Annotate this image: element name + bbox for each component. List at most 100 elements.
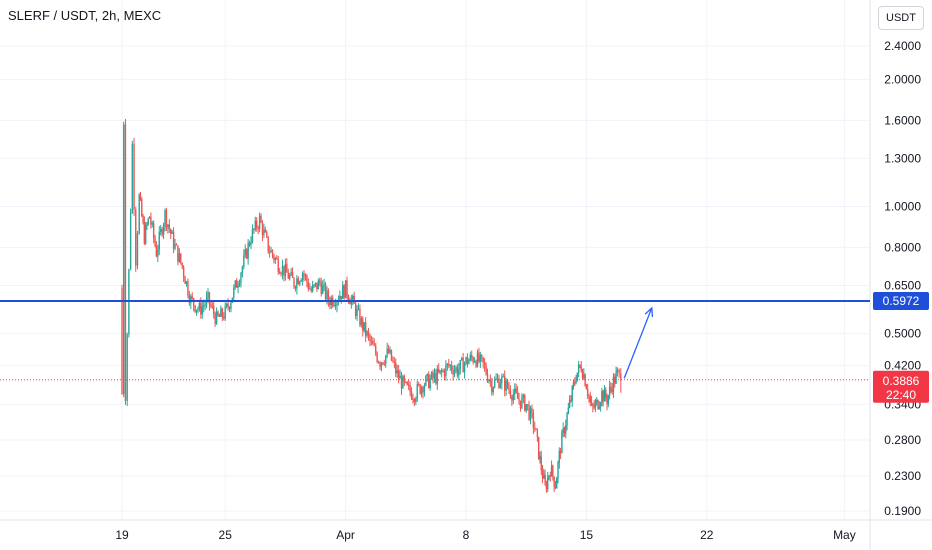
candle-body xyxy=(406,382,408,385)
candle-body xyxy=(478,352,480,362)
grid xyxy=(0,0,870,520)
candle-body xyxy=(620,373,622,380)
candle-body xyxy=(416,384,418,399)
candle-body xyxy=(148,216,151,219)
candle-body xyxy=(552,465,554,477)
y-tick-label: 0.6500 xyxy=(884,278,921,292)
time-axis[interactable]: 19 25 Apr 8 15 22 May xyxy=(115,528,855,542)
candle-body xyxy=(256,220,258,229)
candle-body xyxy=(415,398,417,403)
candle-body xyxy=(525,404,527,411)
candle-body xyxy=(301,273,304,281)
candle-body xyxy=(161,228,163,235)
candle-body xyxy=(168,224,170,230)
arrow-shaft xyxy=(623,307,653,379)
candle-body xyxy=(299,281,301,285)
candle-body xyxy=(213,305,215,314)
candle-body xyxy=(436,369,439,384)
candle-body xyxy=(246,249,248,259)
y-tick-label: 0.8000 xyxy=(884,240,921,254)
candle-body xyxy=(526,404,529,406)
candle-body xyxy=(504,376,506,391)
candle-body xyxy=(531,408,533,413)
candle-body xyxy=(243,255,245,267)
candle-body xyxy=(492,387,494,393)
candle-body xyxy=(506,380,509,388)
candle-body xyxy=(518,398,520,401)
candle-body xyxy=(563,428,566,434)
candle-body xyxy=(263,229,265,236)
candle-body xyxy=(248,242,251,246)
candle-body xyxy=(147,218,149,225)
candle-body xyxy=(577,364,580,373)
candle-body xyxy=(581,370,584,379)
candle-body xyxy=(316,282,318,290)
candle-body xyxy=(180,253,182,263)
candle-body xyxy=(353,296,355,304)
candle-body xyxy=(446,363,449,366)
candle-body xyxy=(271,250,274,256)
candle-body xyxy=(462,357,464,373)
candle-body xyxy=(210,304,212,306)
candle-body xyxy=(253,228,255,230)
candle-body xyxy=(450,365,453,371)
candle-body xyxy=(171,231,173,234)
candle-body xyxy=(528,404,530,420)
candle-body xyxy=(311,285,314,292)
candle-body xyxy=(583,374,585,379)
candle-body xyxy=(278,271,281,274)
candle-body xyxy=(363,322,365,331)
last-price-badge xyxy=(873,370,929,403)
candle-body xyxy=(594,402,597,408)
candle-body xyxy=(373,344,375,346)
candle-body xyxy=(342,285,344,299)
candle-body xyxy=(223,316,225,319)
candle-body xyxy=(413,399,416,403)
candle-body xyxy=(170,229,172,234)
candle-body xyxy=(535,428,537,430)
candle-body xyxy=(607,395,610,405)
candle-body xyxy=(191,296,193,299)
candle-body xyxy=(244,249,246,256)
candle-body xyxy=(362,318,364,331)
candle-body xyxy=(598,406,600,409)
candle-body xyxy=(481,354,483,358)
candle-body xyxy=(529,408,532,420)
candle-body xyxy=(541,470,544,479)
candle-body xyxy=(155,245,158,257)
candle-body xyxy=(596,399,598,403)
candle-body xyxy=(233,287,235,298)
x-tick-label: May xyxy=(833,528,856,542)
candle-body xyxy=(377,361,380,363)
candle-body xyxy=(562,428,564,433)
candle-body xyxy=(567,407,570,414)
candle-body xyxy=(400,375,403,389)
candle-body xyxy=(367,331,370,336)
candle-body xyxy=(428,373,430,388)
candle-body xyxy=(483,362,486,366)
candle-body xyxy=(181,262,183,267)
candle-body xyxy=(167,224,169,228)
projection-arrow[interactable] xyxy=(623,306,654,379)
candle-body xyxy=(260,215,262,223)
candle-body xyxy=(354,303,357,316)
candle-body xyxy=(603,389,606,402)
candle-body xyxy=(537,436,540,459)
candle-body xyxy=(343,285,345,298)
currency-button[interactable]: USDT xyxy=(878,6,924,30)
candle-body xyxy=(258,215,261,229)
candle-body xyxy=(499,383,502,388)
candle-body xyxy=(452,370,454,375)
candle-body xyxy=(228,306,231,310)
candles[interactable] xyxy=(121,119,622,493)
candle-body xyxy=(274,258,277,261)
candle-body xyxy=(158,231,160,250)
candle-body xyxy=(359,308,361,326)
y-tick-label: 0.2300 xyxy=(884,469,921,483)
candle-body xyxy=(129,212,132,270)
candle-body xyxy=(459,360,461,370)
candle-body xyxy=(324,283,327,299)
candle-body xyxy=(422,387,424,393)
candle-body xyxy=(468,360,470,365)
